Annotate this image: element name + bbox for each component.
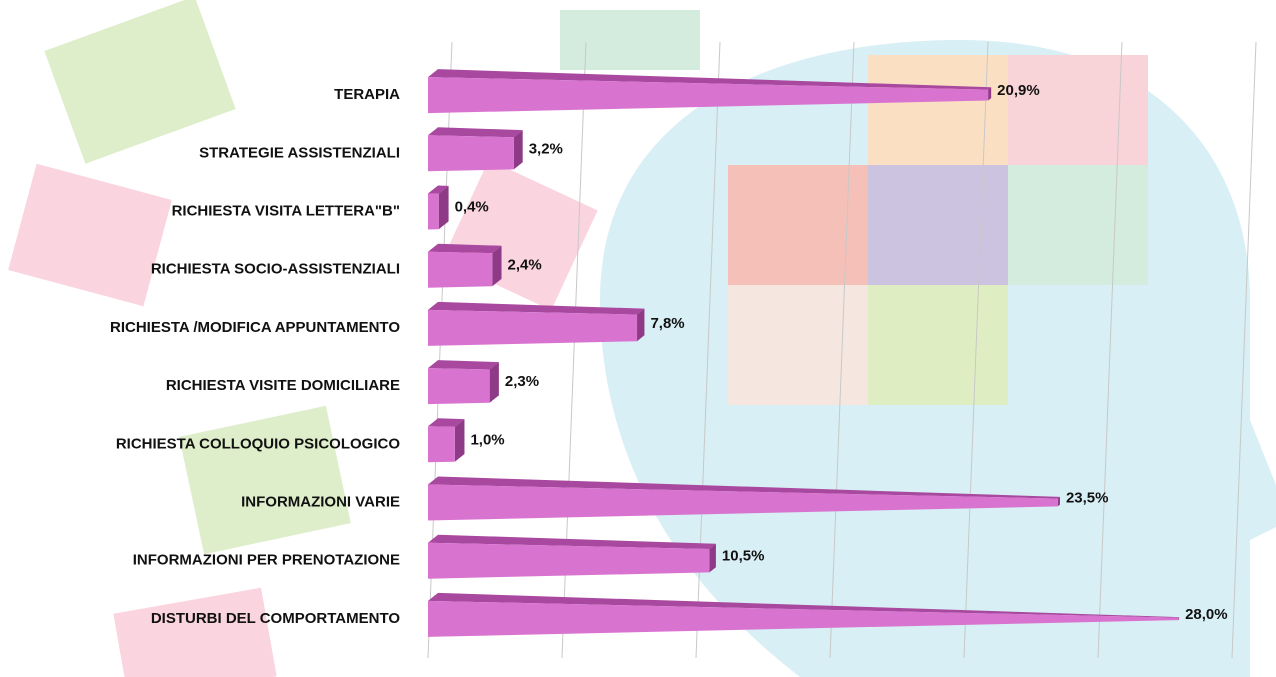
bar-face	[637, 308, 645, 342]
bar	[428, 243, 502, 288]
bar-face	[709, 543, 716, 573]
bar-face	[428, 301, 645, 315]
y-tick-label: RICHIESTA /MODIFICA APPUNTAMENTO	[110, 319, 400, 336]
bar-face	[454, 419, 465, 462]
bar	[428, 127, 523, 172]
y-tick-label: STRATEGIE ASSISTENZIALI	[199, 144, 400, 161]
value-label: 10,5%	[722, 548, 765, 565]
bar-face	[428, 600, 1179, 637]
y-tick-label: RICHIESTA COLLOQUIO PSICOLOGICO	[116, 435, 401, 452]
bar	[428, 185, 449, 230]
bar-face	[1178, 617, 1180, 621]
value-label: 7,8%	[650, 315, 684, 332]
bar-face	[489, 362, 499, 403]
y-tick-label: TERAPIA	[334, 86, 400, 103]
grid-line	[963, 41, 989, 659]
y-tick-label: RICHIESTA VISITA LETTERA"B"	[172, 202, 400, 219]
bar-face	[428, 127, 523, 138]
bar-face	[428, 592, 1180, 618]
grid-line	[829, 41, 855, 659]
bar-face	[428, 360, 499, 370]
y-tick-label: INFORMAZIONI VARIE	[241, 493, 400, 510]
bar-face	[428, 251, 493, 288]
bar	[428, 476, 1060, 521]
value-label: 1,0%	[470, 431, 504, 448]
bar-face	[428, 542, 710, 579]
value-label: 2,4%	[508, 257, 542, 274]
bar-face	[428, 368, 490, 405]
value-label: 2,3%	[505, 373, 539, 390]
value-label: 23,5%	[1066, 489, 1109, 506]
bar-face	[428, 534, 716, 549]
bar-face	[428, 476, 1060, 499]
bar	[428, 301, 645, 346]
bar-face	[428, 243, 502, 254]
bar-face	[428, 484, 1058, 521]
bar-face	[428, 185, 449, 194]
bar	[428, 534, 716, 579]
bar-face	[428, 69, 992, 90]
bar-face	[428, 418, 465, 427]
bar-face	[438, 185, 449, 230]
y-tick-label: RICHIESTA SOCIO-ASSISTENZIALI	[151, 261, 400, 278]
bar-face	[428, 309, 638, 346]
y-tick-label: DISTURBI DEL COMPORTAMENTO	[151, 610, 401, 627]
bar-face	[428, 135, 514, 172]
grid-line	[1097, 41, 1123, 659]
bar-face	[428, 77, 989, 114]
value-label: 20,9%	[997, 82, 1040, 99]
bar-face	[513, 130, 523, 170]
bar-face	[428, 426, 455, 463]
value-label: 28,0%	[1185, 606, 1228, 623]
bar	[428, 360, 499, 405]
bar-face	[988, 87, 992, 101]
value-label: 3,2%	[529, 140, 563, 157]
y-tick-label: RICHIESTA VISITE DOMICILIARE	[166, 377, 400, 394]
grid-line	[1231, 41, 1257, 659]
bar-face	[428, 193, 439, 230]
value-label: 0,4%	[455, 198, 489, 215]
bar-face	[1057, 496, 1060, 507]
bar	[428, 69, 992, 114]
bar-face	[492, 245, 502, 287]
bar	[428, 418, 465, 463]
bar	[428, 592, 1180, 637]
y-tick-label: INFORMAZIONI PER PRENOTAZIONE	[133, 552, 400, 569]
